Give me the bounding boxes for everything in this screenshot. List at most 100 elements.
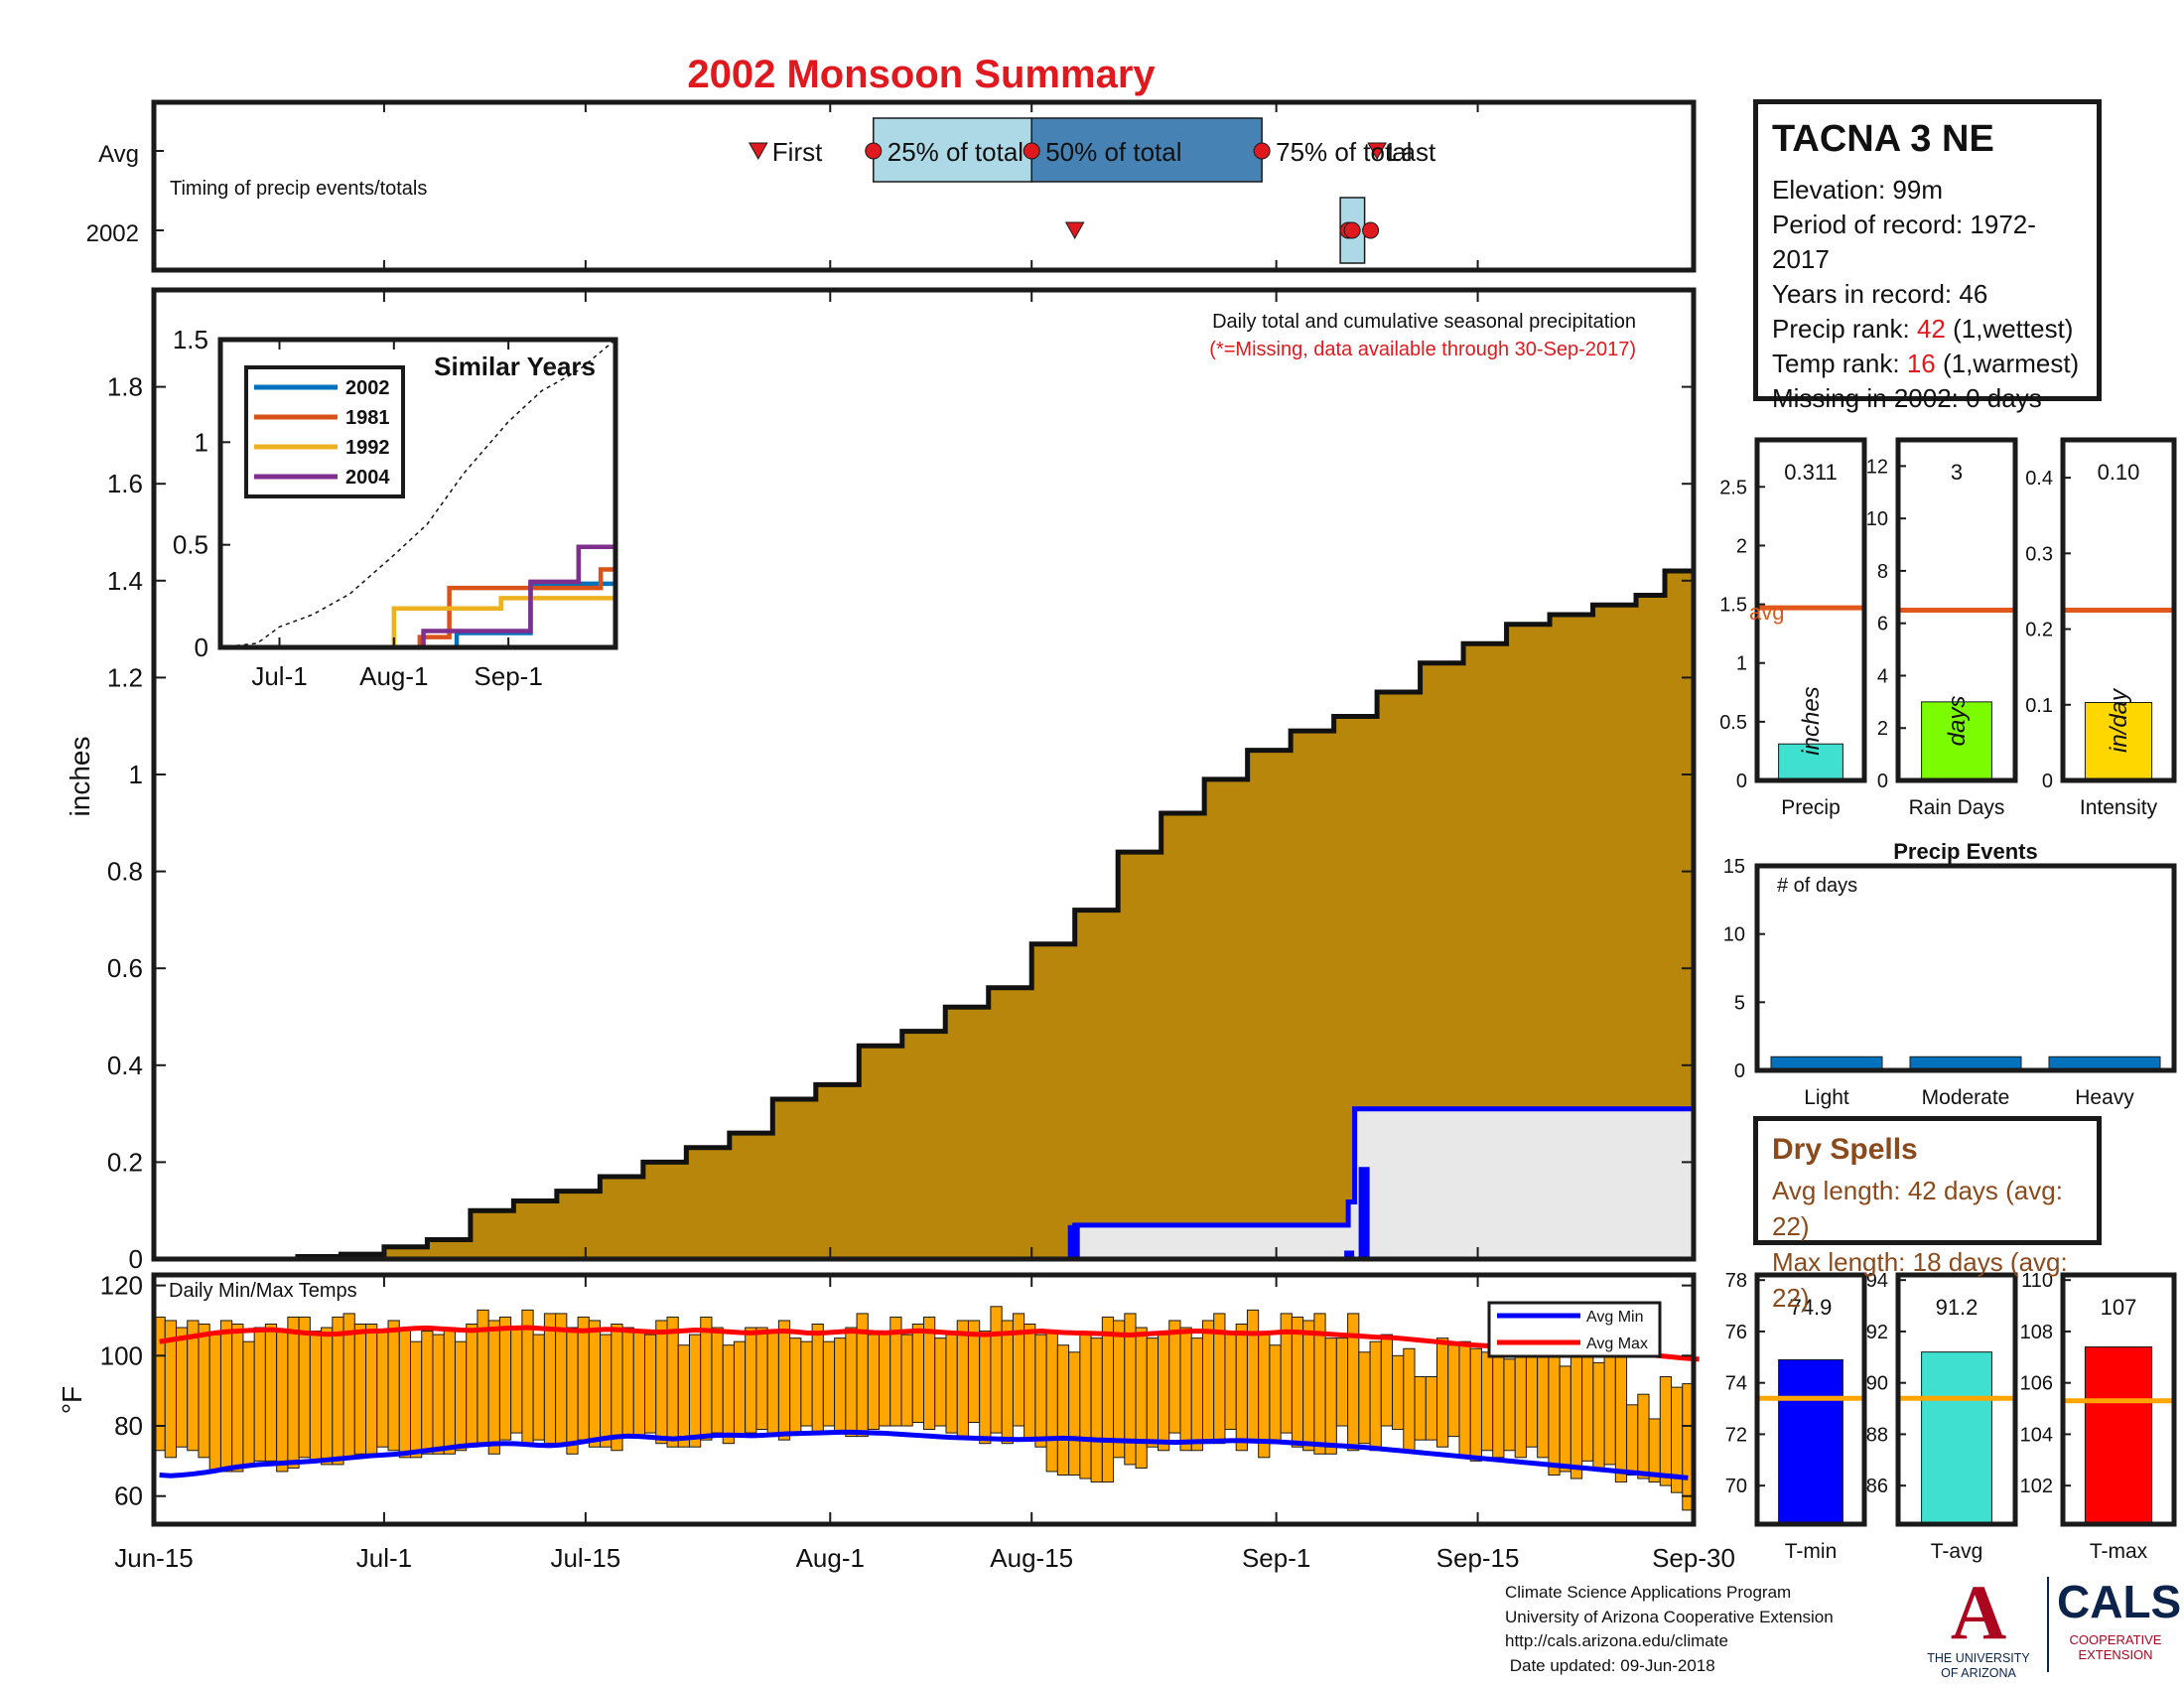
timing-row-label: 2002 [86, 220, 139, 247]
temp-bar [879, 1331, 891, 1427]
stat_intensity-value-label: 0.10 [2098, 460, 2140, 485]
temp-bar [466, 1323, 478, 1448]
temp-annotation: Daily Min/Max Temps [169, 1280, 357, 1302]
stat_tmax-value-label: 107 [2101, 1295, 2137, 1320]
temp-bar [577, 1316, 590, 1441]
stat_tmax-ytick-label: 104 [2020, 1424, 2053, 1446]
events-title: Precip Events [1893, 839, 2038, 864]
temp-bar [187, 1320, 200, 1452]
events-xtick-label: Light [1804, 1086, 1849, 1109]
temp-bar [711, 1327, 724, 1434]
temp-bar [1001, 1320, 1014, 1445]
stat_tmin-ytick-label: 74 [1725, 1373, 1747, 1395]
footer-line: Climate Science Applications Program [1505, 1583, 1792, 1602]
inset-legend-label: 1992 [345, 437, 390, 459]
temp-bar [688, 1334, 702, 1448]
precip-rank: Precip rank: 42 (1,wettest) [1772, 314, 2074, 344]
temp-bar [1146, 1337, 1160, 1448]
stat_precip-ytick-label: 0.5 [1719, 712, 1747, 734]
stat_tmax-ytick-label: 102 [2020, 1476, 2053, 1497]
temp-bar [1135, 1327, 1148, 1469]
dry-spell-avg-length: Avg length: 42 days (avg: 22) [1772, 1176, 2063, 1241]
temp-bar [900, 1334, 913, 1427]
inset-legend-label: 1981 [345, 407, 390, 429]
dry-spells-box: Dry Spells Avg length: 42 days (avg: 22)… [1753, 1116, 2102, 1313]
stat_intensity-frame [2060, 437, 2177, 783]
stat_tavg-bar [1921, 1351, 1992, 1525]
stat_tmin-ytick-label: 78 [1725, 1270, 1747, 1292]
stat_tavg-ytick-label: 88 [1866, 1424, 1888, 1446]
stat_raindays-ytick-label: 10 [1866, 508, 1888, 530]
stat_precip-unit-label: inches [1798, 686, 1825, 755]
year-daily-bar [1067, 1224, 1080, 1259]
stat_intensity-ytick-label: 0 [2042, 771, 2053, 792]
events-bg [1757, 866, 2174, 1070]
cumulative-ytick-label: 0.4 [107, 1051, 143, 1080]
temp-bar [410, 1340, 423, 1459]
temp-bar [1592, 1361, 1605, 1469]
stat_tmin-value-label: 74.9 [1790, 1295, 1833, 1320]
temp-bar [309, 1331, 323, 1462]
stat_tavg-value-label: 91.2 [1936, 1295, 1979, 1320]
temp-bar [1224, 1331, 1237, 1431]
stat_tmin-ytick-label: 72 [1725, 1424, 1747, 1446]
temp-bar [733, 1340, 747, 1438]
temp-rank: Temp rank: 16 (1,warmest) [1772, 349, 2080, 378]
stat_precip-ytick-label: 1 [1736, 653, 1747, 675]
year-50-marker [1343, 221, 1361, 239]
temp-bar [1425, 1376, 1437, 1441]
dry-spell-max-length: Max length: 18 days (avg: 22) [1772, 1247, 2068, 1313]
cumulative-ylabel: inches [65, 737, 95, 817]
year-75-marker [1362, 221, 1380, 239]
temp-bar [1158, 1334, 1170, 1452]
inset-avg-line [219, 339, 616, 648]
temp-bar [1480, 1351, 1494, 1452]
temp-bar [621, 1327, 634, 1438]
precip-rank-value: 42 [1916, 314, 1946, 344]
inset-xtick-label: Jul-1 [251, 661, 307, 691]
temp-bar [1537, 1340, 1550, 1459]
temp-bar [454, 1340, 468, 1452]
temp-bar [1492, 1354, 1505, 1459]
temp-bar [600, 1334, 613, 1448]
temp-bar [208, 1334, 221, 1473]
temp-rank-value: 16 [1906, 349, 1936, 378]
events-annotation: # of days [1777, 875, 1857, 897]
stat_raindays-ytick-label: 4 [1877, 665, 1888, 687]
temp-bar [979, 1331, 992, 1445]
cumulative-ytick-label: 1.4 [107, 566, 143, 596]
temp-bar [298, 1316, 311, 1459]
temp-bar [1168, 1320, 1181, 1434]
temp-bar [219, 1320, 233, 1473]
temp-bar [1380, 1334, 1394, 1427]
temp-ytick-label: 60 [114, 1481, 143, 1511]
stat_precip-ytick-label: 2 [1736, 535, 1747, 557]
temp-bar [1246, 1309, 1260, 1441]
temp-bar [1447, 1344, 1460, 1438]
temp-bar [353, 1323, 367, 1455]
stat_tmax-ytick-label: 108 [2020, 1322, 2053, 1343]
stat_tmax-ytick-label: 110 [2021, 1270, 2053, 1292]
temp-bar [745, 1327, 757, 1434]
year-first-marker [1064, 221, 1085, 240]
period-of-record: Period of record: 1972-2017 [1772, 210, 2036, 274]
stat_tmax-bar [2084, 1345, 2153, 1525]
stat_intensity-ytick-label: 0.4 [2025, 468, 2053, 490]
stat_raindays-frame [1895, 437, 2018, 783]
stat_intensity-unit-label: in/day [2106, 687, 2132, 753]
date-xtick-label: Jul-1 [356, 1543, 412, 1573]
temp-bar [432, 1334, 445, 1455]
university-of-arizona-logo: A THE UNIVERSITY OF ARIZONA [1919, 1574, 2038, 1681]
avg-25-marker [865, 142, 883, 160]
temp-bar [555, 1313, 568, 1445]
stat_tmax-xlabel: T-max [2090, 1540, 2148, 1563]
temp-bar [510, 1327, 523, 1434]
temp-panel-frame [151, 1272, 1697, 1527]
temp-bar [365, 1323, 378, 1455]
temp-bar [198, 1323, 210, 1459]
inset-legend-label: 2004 [345, 467, 390, 489]
events-ytick-label: 15 [1723, 856, 1745, 878]
stat_intensity-xlabel: Intensity [2080, 796, 2158, 819]
cumulative-ytick-label: 0.2 [107, 1147, 143, 1177]
